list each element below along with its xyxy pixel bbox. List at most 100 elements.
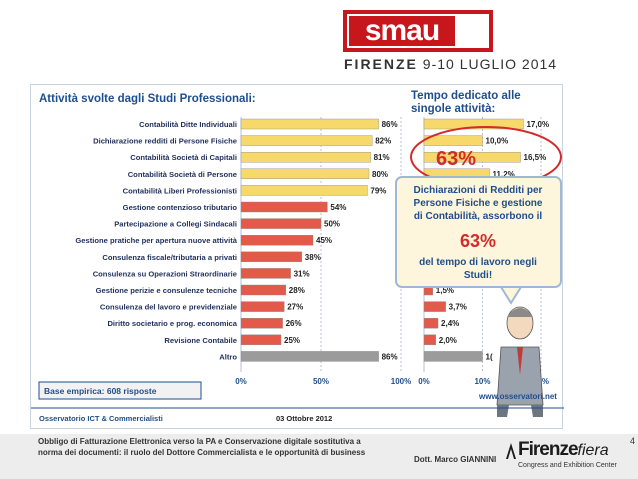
bar-left-value-label: 25% (284, 336, 300, 345)
event-city: FIRENZE (344, 56, 418, 72)
bar-left (240, 218, 322, 229)
bar-left (240, 301, 285, 312)
bar-right-value-label: 16,5% (524, 153, 547, 162)
bar-left-value-label: 50% (324, 220, 340, 229)
base-text: Base empirica: 608 risposte (44, 386, 157, 396)
callout-text: Studi! (464, 270, 492, 281)
callout-percentage: 63% (460, 231, 496, 251)
bar-right-value-label: 11,2% (493, 170, 515, 179)
category-label: Consulenza del lavoro e previdenziale (100, 303, 237, 312)
bar-right-value-label: 1( (486, 352, 493, 361)
source-url: www.osservatori.net (478, 392, 557, 401)
smau-logo-text: smau (349, 16, 455, 46)
highlight-percentage: 63% (436, 148, 476, 170)
right-x-tick-label: 10% (474, 377, 490, 386)
callout-text: di Contabilità, assorbono il (414, 211, 543, 222)
fiera-logo-main: Firenze (518, 439, 579, 460)
left-x-tick-label: 0% (235, 377, 247, 386)
category-label: Contabilità Ditte Individuali (139, 120, 237, 129)
person-leg (531, 405, 543, 417)
bar-left (240, 234, 314, 246)
firenze-fiera-logo: Firenzefiera Congress and Exhibition Cen… (518, 439, 628, 470)
bar-left (240, 168, 370, 180)
callout-box (395, 176, 562, 288)
left-x-tick-label: 100% (391, 377, 411, 386)
bar-left-value-label: 86% (382, 120, 398, 129)
category-label: Gestione contenzioso tributario (123, 203, 238, 212)
person-leg (497, 405, 509, 417)
category-label: Gestione perizie e consulenze tecniche (96, 286, 237, 295)
bar-left-value-label: 45% (316, 236, 332, 245)
footer-author: Dott. Marco GIANNINI (414, 455, 497, 464)
category-label: Contabilità Società di Persone (128, 170, 237, 179)
bar-left (240, 118, 379, 130)
bar-left-value-label: 26% (286, 319, 302, 328)
footer-title-line1: Obbligo di Fatturazione Elettronica vers… (38, 437, 361, 446)
bar-right-value-label: 1,5% (436, 286, 454, 295)
category-label: Altro (219, 352, 237, 361)
right-chart-title-1: Tempo dedicato alle (411, 90, 521, 102)
right-chart-title-2: singole attività: (411, 103, 495, 115)
bar-left (240, 268, 291, 279)
source-date: 03 Ottobre 2012 (276, 414, 332, 423)
footer-title-line2: norma dei documenti: il ruolo del Dottor… (38, 448, 366, 457)
category-label: Consulenza su Operazioni Straordinarie (93, 269, 237, 278)
smau-logo: smau (343, 10, 493, 52)
bar-left (240, 185, 368, 196)
bar-right (423, 135, 483, 146)
bar-left (240, 351, 379, 362)
bar-left-value-label: 81% (374, 153, 390, 162)
bar-left (240, 201, 328, 213)
bar-right (423, 118, 524, 130)
footer-title: Obbligo di Fatturazione Elettronica vers… (38, 436, 408, 458)
source-left: Osservatorio ICT & Commercialisti (39, 414, 163, 423)
bar-left (240, 284, 286, 296)
firenze-fiera-icon (506, 443, 516, 459)
bar-right (423, 351, 483, 362)
category-label: Revisione Contabile (164, 336, 237, 345)
chart-canvas: Attività svolte dagli Studi Professional… (31, 90, 564, 423)
bar-left-value-label: 82% (375, 137, 391, 146)
person-tie (517, 347, 523, 375)
bar-right (423, 301, 446, 312)
bar-right-value-label: 2,4% (441, 319, 459, 328)
bar-left-value-label: 28% (289, 286, 305, 295)
bar-left-value-label: 31% (294, 269, 310, 278)
bar-right-value-label: 17,0% (526, 120, 549, 129)
bar-left-value-label: 86% (382, 352, 398, 361)
bar-left-value-label: 54% (330, 203, 346, 212)
bar-right-value-label: 2,0% (439, 336, 457, 345)
bar-right (423, 334, 436, 346)
bar-left (240, 135, 373, 146)
bar-left (240, 251, 302, 263)
category-label: Partecipazione a Collegi Sindacali (114, 220, 237, 229)
bar-left (240, 334, 282, 346)
bar-right (423, 317, 439, 329)
callout-text: Dichiarazioni di Redditi per (414, 185, 543, 196)
right-x-tick-label: 0% (418, 377, 430, 386)
category-label: Diritto societario e prog. economica (107, 319, 237, 328)
chart-title: Attività svolte dagli Studi Professional… (39, 93, 256, 105)
event-dates: 9-10 LUGLIO 2014 (422, 56, 558, 72)
fiera-logo-sub: Congress and Exhibition Center (518, 462, 617, 469)
bar-left-value-label: 38% (305, 253, 321, 262)
slide-panel: Attività svolte dagli Studi Professional… (30, 84, 564, 429)
bar-right-value-label: 3,7% (449, 303, 467, 312)
footer-bar (0, 434, 638, 479)
bar-left-value-label: 27% (287, 303, 303, 312)
bar-left (240, 151, 371, 163)
category-label: Gestione pratiche per apertura nuove att… (75, 236, 237, 245)
callout-text: Persone Fisiche e gestione (414, 198, 543, 209)
category-label: Contabilità Liberi Professionisti (123, 186, 237, 195)
bar-right (423, 151, 521, 163)
bar-right-value-label: 10,0% (486, 137, 509, 146)
bar-left-value-label: 79% (370, 186, 386, 195)
bar-left (240, 317, 283, 329)
fiera-logo-italic: fiera (577, 442, 609, 459)
category-label: Consulenza fiscale/tributaria a privati (102, 253, 237, 262)
base-box (38, 381, 202, 400)
bar-left-value-label: 80% (372, 170, 388, 179)
event-date-line: FIRENZE 9-10 LUGLIO 2014 (344, 56, 584, 72)
page-number: 4 (630, 436, 636, 446)
category-label: Contabilità Società di Capitali (130, 153, 237, 162)
